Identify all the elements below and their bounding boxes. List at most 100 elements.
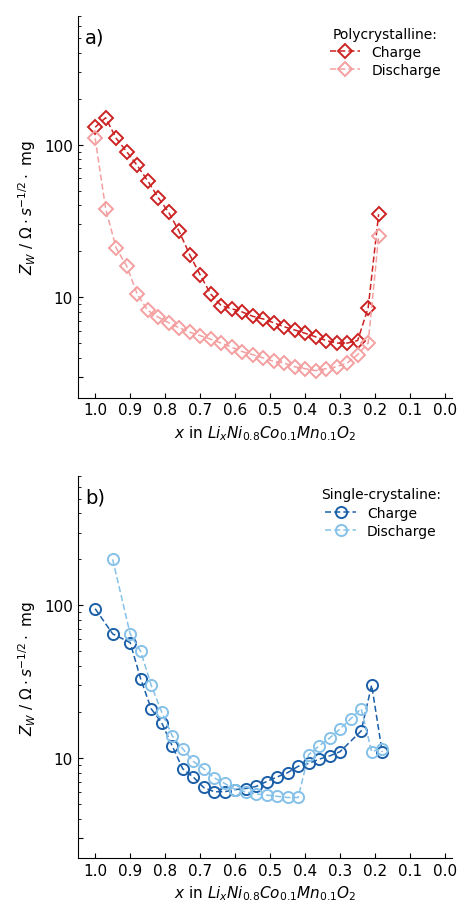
Discharge <box>92 133 98 144</box>
Discharge <box>264 789 270 800</box>
Discharge <box>337 723 343 734</box>
Text: a): a) <box>85 28 105 47</box>
Discharge <box>145 305 151 316</box>
Line: Charge: Charge <box>90 114 383 348</box>
Discharge <box>197 331 203 342</box>
Charge <box>285 767 291 778</box>
Discharge <box>180 743 185 754</box>
Charge <box>243 783 248 794</box>
Charge <box>274 772 280 783</box>
Discharge <box>166 318 172 329</box>
Discharge <box>260 353 266 364</box>
Discharge <box>138 646 144 657</box>
Text: b): b) <box>85 488 105 507</box>
Discharge <box>159 707 164 718</box>
X-axis label: $x$ in $\mathit{Li_xNi_{0.8}Co_{0.1}Mn_{0.1}O_2}$: $x$ in $\mathit{Li_xNi_{0.8}Co_{0.1}Mn_{… <box>173 424 356 442</box>
Discharge <box>169 731 175 742</box>
Discharge <box>201 764 207 775</box>
Charge <box>337 746 343 757</box>
Y-axis label: $Z_W$ / $\Omega \cdot s^{-1/2} \cdot$ mg: $Z_W$ / $\Omega \cdot s^{-1/2} \cdot$ mg <box>17 140 38 275</box>
Discharge <box>376 232 382 243</box>
Discharge <box>239 346 245 357</box>
Discharge <box>110 554 116 565</box>
Discharge <box>281 358 287 369</box>
Discharge <box>103 204 109 215</box>
Charge <box>201 782 207 793</box>
Charge <box>197 270 203 281</box>
Discharge <box>334 362 339 373</box>
Charge <box>166 208 172 219</box>
Charge <box>159 718 164 729</box>
Discharge <box>232 784 238 795</box>
Charge <box>92 122 98 133</box>
Charge <box>103 113 109 124</box>
Charge <box>355 335 361 346</box>
Charge <box>250 312 255 323</box>
Charge <box>208 289 213 301</box>
Discharge <box>306 749 311 760</box>
Line: Charge: Charge <box>90 604 388 798</box>
Charge <box>260 314 266 325</box>
Charge <box>365 303 371 314</box>
Charge <box>376 210 382 221</box>
Charge <box>110 629 116 640</box>
Charge <box>229 304 235 315</box>
Charge <box>271 318 276 329</box>
Discharge <box>369 746 374 757</box>
Charge <box>211 787 217 798</box>
Charge <box>232 784 238 795</box>
Discharge <box>219 338 224 349</box>
Discharge <box>134 289 140 301</box>
Discharge <box>128 629 133 640</box>
Discharge <box>292 362 298 373</box>
Line: Discharge: Discharge <box>107 554 388 803</box>
Charge <box>219 301 224 312</box>
Charge <box>239 307 245 318</box>
Charge <box>169 741 175 752</box>
Charge <box>313 332 319 343</box>
Charge <box>327 751 332 762</box>
Charge <box>253 781 259 792</box>
Charge <box>369 680 374 691</box>
Discharge <box>327 732 332 743</box>
Discharge <box>302 364 308 375</box>
Charge <box>187 250 192 261</box>
Discharge <box>243 787 248 798</box>
Discharge <box>190 756 196 767</box>
Discharge <box>208 335 213 346</box>
Charge <box>316 754 322 765</box>
Discharge <box>313 366 319 377</box>
Discharge <box>211 773 217 784</box>
Charge <box>344 338 350 349</box>
Line: Discharge: Discharge <box>90 134 383 376</box>
Charge <box>176 227 182 238</box>
Charge <box>92 604 98 615</box>
Discharge <box>253 789 259 800</box>
Discharge <box>155 312 161 323</box>
Charge <box>148 703 154 714</box>
Charge <box>124 147 129 158</box>
Charge <box>295 761 301 772</box>
Charge <box>190 772 196 783</box>
Charge <box>306 758 311 769</box>
Charge <box>334 338 339 349</box>
Discharge <box>250 350 255 361</box>
Discharge <box>379 743 385 754</box>
Discharge <box>355 350 361 361</box>
Discharge <box>285 792 291 803</box>
Charge <box>281 322 287 333</box>
Discharge <box>348 714 354 725</box>
Charge <box>128 638 133 649</box>
Discharge <box>113 244 119 255</box>
Charge <box>302 328 308 339</box>
Discharge <box>274 791 280 802</box>
Legend: Charge, Discharge: Charge, Discharge <box>326 24 445 82</box>
Charge <box>134 161 140 172</box>
Discharge <box>176 323 182 334</box>
Discharge <box>323 364 329 375</box>
Discharge <box>316 741 322 752</box>
Charge <box>155 193 161 204</box>
Charge <box>379 746 385 757</box>
Charge <box>138 674 144 685</box>
Discharge <box>229 343 235 354</box>
